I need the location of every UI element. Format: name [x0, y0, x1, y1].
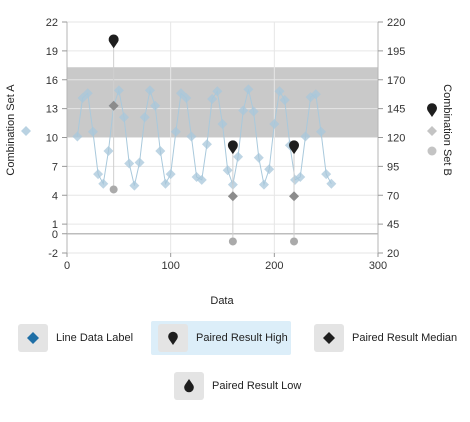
data-point — [201, 139, 212, 150]
data-point — [274, 86, 285, 97]
data-point — [243, 84, 254, 95]
data-point — [113, 85, 124, 96]
y-tick-label-right: 45 — [387, 219, 399, 231]
y-axis-title-left: Combination Set A — [5, 84, 17, 176]
data-point — [160, 178, 171, 189]
data-point — [186, 131, 197, 142]
y-tick-label-left: 4 — [52, 190, 58, 202]
data-point — [310, 89, 321, 100]
data-point — [279, 94, 290, 105]
data-point — [144, 85, 155, 96]
data-point — [82, 88, 93, 99]
data-point — [233, 151, 244, 162]
legend-label: Paired Result High — [196, 332, 288, 344]
data-point — [124, 158, 135, 169]
paired-high-marker — [108, 34, 119, 49]
data-point — [134, 157, 145, 168]
paired-high-marker — [227, 140, 238, 155]
data-point — [196, 174, 207, 185]
y-tick-label-right: 70 — [387, 190, 399, 202]
diamond-icon — [18, 324, 48, 352]
data-point — [155, 145, 166, 156]
x-axis-title: Data — [210, 295, 234, 307]
data-point — [98, 178, 109, 189]
series-line — [76, 88, 332, 187]
pin-icon — [158, 324, 188, 352]
data-point — [103, 145, 114, 156]
y-tick-label-left: 13 — [46, 104, 58, 116]
y-tick-label-right: 170 — [387, 75, 405, 87]
paired-high-marker — [289, 140, 300, 155]
y-tick-label-right: 145 — [387, 104, 405, 116]
data-point — [181, 93, 192, 104]
y-tick-label-right: 120 — [387, 133, 405, 145]
x-tick-label: 0 — [64, 260, 70, 272]
data-point — [170, 126, 181, 137]
data-point — [238, 105, 249, 116]
chart: -201471013161922204570951201451701952200… — [5, 17, 453, 307]
data-point — [93, 169, 104, 180]
legend-label: Paired Result Median — [352, 332, 458, 344]
data-point — [326, 178, 337, 189]
side-legend-line-icon — [21, 126, 31, 136]
legend-label: Paired Result Low — [212, 380, 302, 392]
x-tick-label: 300 — [369, 260, 387, 272]
paired-low-marker — [109, 185, 118, 194]
side-legend-high-icon — [427, 103, 437, 117]
y-tick-label-right: 95 — [387, 161, 399, 173]
y-tick-label-right: 220 — [387, 17, 405, 29]
y-tick-label-left: -2 — [48, 248, 58, 260]
data-point — [87, 126, 98, 137]
paired-median-marker — [227, 191, 238, 202]
legend-item-paired-result-low[interactable]: Paired Result Low — [174, 369, 304, 403]
y-axis-title-right: Combination Set B — [441, 84, 453, 176]
y-tick-label-left: 0 — [52, 229, 58, 241]
y-tick-label-left: 22 — [46, 17, 58, 29]
y-tick-label-right: 195 — [387, 46, 405, 58]
side-legend-low-icon — [427, 146, 437, 156]
paired-median-marker — [108, 100, 119, 111]
y-tick-label-left: 19 — [46, 46, 58, 58]
data-point — [321, 169, 332, 180]
data-point — [165, 169, 176, 180]
paired-low-marker — [290, 237, 299, 246]
data-point — [315, 126, 326, 137]
data-point — [72, 131, 83, 142]
data-point — [207, 94, 218, 104]
y-tick-label-right: 20 — [387, 248, 399, 260]
legend-item-paired-result-high[interactable]: Paired Result High — [151, 321, 291, 355]
data-point — [300, 131, 311, 142]
legend-item-paired-result-median[interactable]: Paired Result Median — [314, 321, 464, 355]
data-point — [253, 152, 264, 163]
y-tick-label-left: 16 — [46, 75, 58, 87]
drop-icon — [174, 372, 204, 400]
y-tick-label-left: 1 — [52, 219, 58, 231]
data-point — [264, 164, 275, 175]
data-point — [217, 119, 228, 130]
legend-item-line-data-label[interactable]: Line Data Label — [18, 321, 146, 355]
side-legend-median-icon — [427, 126, 437, 136]
data-point — [212, 86, 223, 97]
paired-median-marker — [289, 191, 300, 202]
data-point — [119, 112, 130, 123]
diamond-icon — [314, 324, 344, 352]
legend-label: Line Data Label — [56, 332, 134, 344]
data-point — [139, 112, 150, 123]
data-point — [248, 106, 259, 117]
data-point — [222, 165, 233, 176]
x-tick-label: 200 — [265, 260, 283, 272]
x-tick-label: 100 — [161, 260, 179, 272]
data-point — [129, 180, 140, 191]
data-point — [150, 100, 161, 111]
paired-low-marker — [228, 237, 237, 246]
y-tick-label-left: 7 — [52, 161, 58, 173]
data-point — [258, 179, 269, 190]
data-point — [295, 171, 306, 182]
data-point — [269, 119, 280, 130]
y-tick-label-left: 10 — [46, 133, 58, 145]
